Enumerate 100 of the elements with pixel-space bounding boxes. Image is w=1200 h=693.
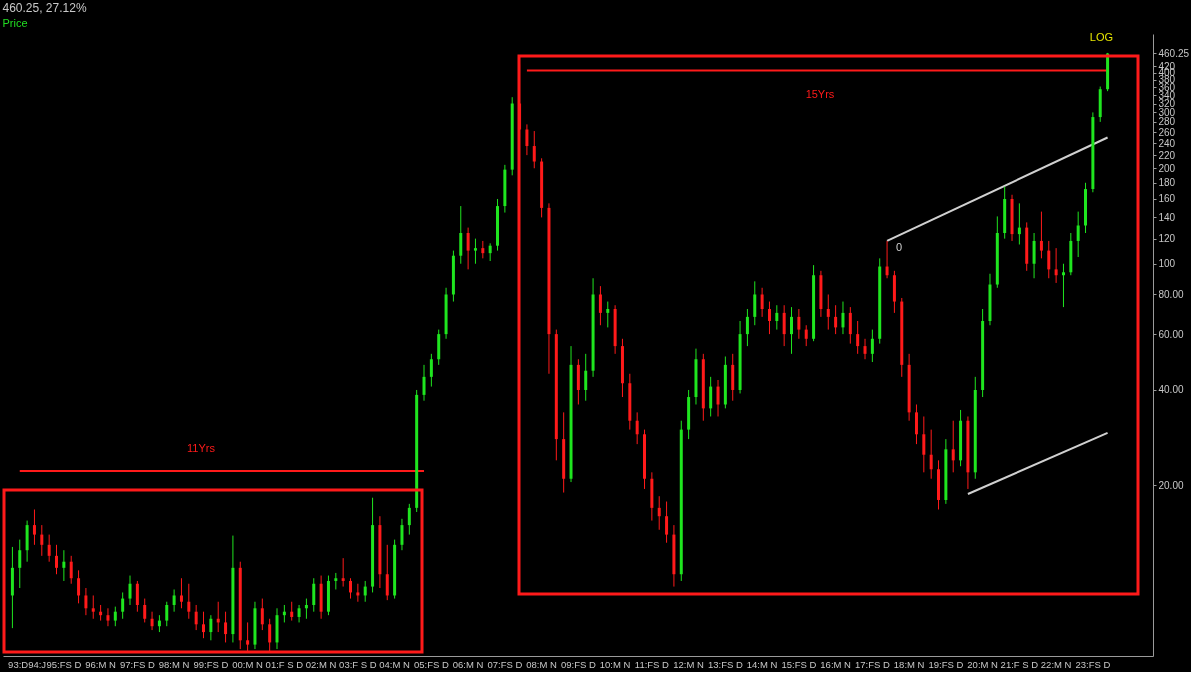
y-tick-label: 140	[1158, 211, 1176, 223]
candlestick	[113, 606, 117, 627]
candlestick	[91, 594, 95, 620]
candlestick	[856, 320, 860, 355]
x-tick-label: 15:FS D	[781, 659, 817, 670]
candlestick	[745, 308, 749, 347]
y-tick-label: 160	[1158, 193, 1176, 205]
candlestick	[422, 364, 426, 402]
candlestick	[143, 598, 147, 623]
y-tick-label: 40.00	[1158, 384, 1184, 396]
candlestick	[55, 544, 59, 575]
candlestick	[1054, 247, 1058, 284]
x-tick-label: 13:FS D	[707, 659, 743, 670]
y-tick-label: 20.00	[1158, 479, 1184, 491]
x-tick-label: 99:FS D	[193, 659, 229, 670]
candlestick	[400, 518, 404, 551]
candlestick	[1017, 202, 1021, 245]
candlestick	[47, 534, 51, 563]
x-tick-label: 04:M N	[379, 659, 411, 670]
y-tick-label: 60.00	[1158, 328, 1184, 340]
candlestick	[914, 403, 918, 445]
candlestick	[951, 420, 955, 473]
candlestick	[407, 503, 411, 536]
annotation: 0	[896, 241, 903, 253]
candlestick	[848, 306, 852, 345]
candlestick	[202, 611, 206, 639]
x-tick-label: 23:FS D	[1075, 659, 1111, 670]
x-tick-label: 95:FS D	[46, 659, 82, 670]
candlestick	[885, 240, 889, 279]
candlestick	[69, 555, 73, 585]
candlestick	[841, 301, 845, 335]
candlestick	[760, 287, 764, 318]
y-tick-label: 120	[1158, 233, 1176, 245]
candlestick	[584, 353, 588, 402]
candlestick	[84, 587, 88, 616]
x-tick-label: 12:M N	[673, 659, 705, 670]
candlestick	[165, 601, 169, 627]
x-tick-label: 16:M N	[820, 659, 852, 670]
candlestick	[466, 227, 470, 270]
x-tick-label: 17:FS D	[854, 659, 890, 670]
candlestick	[870, 329, 874, 363]
annotation: 15Yrs	[805, 88, 835, 100]
candlestick	[121, 591, 125, 620]
candlestick	[1047, 240, 1051, 279]
candlestick	[106, 607, 110, 627]
candlestick	[356, 583, 360, 603]
candlestick	[782, 304, 786, 347]
x-tick-label: 93:D94:J	[8, 659, 47, 670]
candlestick	[429, 353, 433, 388]
y-tick-label: 200	[1158, 162, 1176, 174]
candlestick	[312, 577, 316, 613]
candlestick	[297, 604, 301, 623]
x-tick-label: 08:M N	[526, 659, 558, 670]
candlestick	[797, 308, 801, 340]
candlestick	[532, 130, 536, 169]
x-tick-label: 14:M N	[746, 659, 778, 670]
candlestick	[62, 549, 66, 582]
candlestick	[1061, 263, 1065, 308]
candlestick	[826, 293, 830, 331]
annotation: 11Yrs	[187, 442, 216, 454]
chart-title: 460.25, 27.12%	[2, 1, 87, 15]
candlestick	[459, 205, 463, 265]
candlestick	[753, 280, 757, 326]
x-tick-label: 19:FS D	[928, 659, 964, 670]
candlestick	[224, 611, 228, 643]
x-tick-label: 05:FS D	[413, 659, 449, 670]
candlestick	[194, 604, 198, 631]
x-tick-label: 03:F S D	[339, 659, 377, 670]
candlestick	[635, 411, 639, 445]
candlestick	[598, 285, 602, 326]
candlestick	[1076, 211, 1080, 258]
annotation: LOG	[1089, 31, 1113, 43]
candlestick	[349, 577, 353, 600]
candlestick	[135, 580, 139, 613]
candlestick	[385, 544, 389, 601]
x-tick-label: 21:F S D	[1000, 659, 1039, 670]
x-tick-label: 98:M N	[158, 659, 190, 670]
y-tick-label: 220	[1158, 149, 1176, 161]
candlestick	[606, 301, 610, 328]
x-tick-label: 97:FS D	[119, 659, 155, 670]
chart-subtitle: Price	[2, 17, 28, 29]
x-tick-label: 11:FS D	[634, 659, 670, 670]
candlestick	[473, 238, 477, 265]
candlestick	[179, 577, 183, 609]
y-tick-label: 340	[1158, 89, 1176, 101]
candlestick	[709, 376, 713, 417]
x-tick-label: 96:M N	[85, 659, 117, 670]
y-tick-label: 240	[1158, 137, 1176, 149]
candlestick	[32, 508, 36, 546]
candlestick	[716, 379, 720, 417]
candlestick	[18, 539, 22, 589]
candlestick	[929, 429, 933, 480]
x-tick-label: 18:M N	[893, 659, 925, 670]
x-tick-label: 06:M N	[452, 659, 484, 670]
y-tick-label: 460.25	[1158, 47, 1190, 59]
candlestick	[1039, 211, 1043, 259]
x-tick-label: 01:F S D	[265, 659, 304, 670]
candlestick	[172, 588, 176, 613]
candlestick	[260, 598, 264, 631]
candlestick	[341, 557, 345, 588]
